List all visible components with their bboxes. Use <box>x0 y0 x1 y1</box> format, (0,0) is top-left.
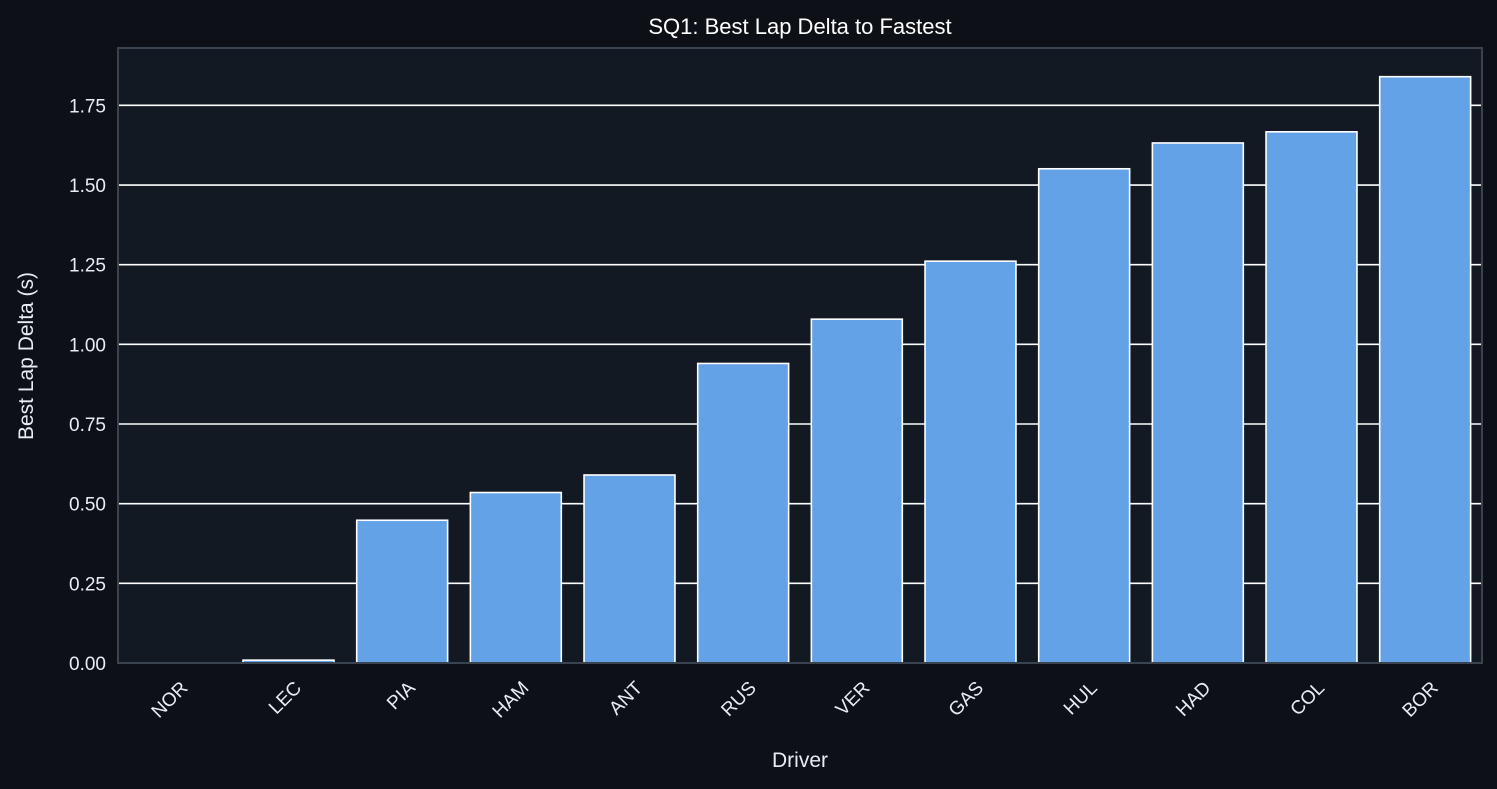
y-tick-label: 0.25 <box>69 574 106 595</box>
x-tick-label: HAM <box>489 678 534 723</box>
x-tick-label: ANT <box>605 677 647 719</box>
bar-col <box>1265 131 1358 664</box>
y-tick-label: 0.00 <box>69 654 106 675</box>
y-axis-ticks: 0.00 0.25 0.50 0.75 1.00 1.25 1.50 1.75 <box>69 96 106 675</box>
x-axis-ticks: NOR LEC PIA HAM ANT RUS VER GAS HUL HAD COL BOR <box>148 677 1443 722</box>
y-tick-label: 0.50 <box>69 495 106 516</box>
bars <box>242 75 1472 664</box>
x-tick-label: LEC <box>265 678 306 719</box>
chart-title: SQ1: Best Lap Delta to Fastest <box>648 14 951 39</box>
bar-hul <box>1037 167 1131 664</box>
bar-had <box>1151 142 1245 664</box>
x-tick-label: COL <box>1287 678 1329 720</box>
bar-ver <box>810 318 904 664</box>
bar-gas <box>924 260 1017 664</box>
x-tick-label: PIA <box>383 677 420 714</box>
y-tick-label: 0.75 <box>69 415 106 436</box>
y-tick-label: 1.75 <box>69 96 106 117</box>
bar-rus <box>696 362 790 664</box>
x-tick-label: RUS <box>717 678 760 721</box>
x-tick-label: NOR <box>148 678 193 723</box>
y-axis-label: Best Lap Delta (s) <box>15 272 38 440</box>
bar-bor <box>1378 75 1472 664</box>
bar-ham <box>469 491 563 664</box>
y-tick-label: 1.25 <box>69 256 106 277</box>
x-tick-label: BOR <box>1399 678 1443 722</box>
x-tick-label: VER <box>832 678 874 720</box>
x-tick-label: HUL <box>1060 678 1102 720</box>
bar-pia <box>355 519 449 664</box>
y-tick-label: 1.50 <box>69 176 106 197</box>
y-tick-label: 1.00 <box>69 335 106 356</box>
x-axis-label: Driver <box>772 749 828 772</box>
x-tick-label: GAS <box>945 678 988 721</box>
bar-ant <box>583 474 676 664</box>
plot-frame <box>117 47 1483 664</box>
x-tick-label: HAD <box>1172 678 1215 721</box>
plot-area <box>118 48 1482 663</box>
